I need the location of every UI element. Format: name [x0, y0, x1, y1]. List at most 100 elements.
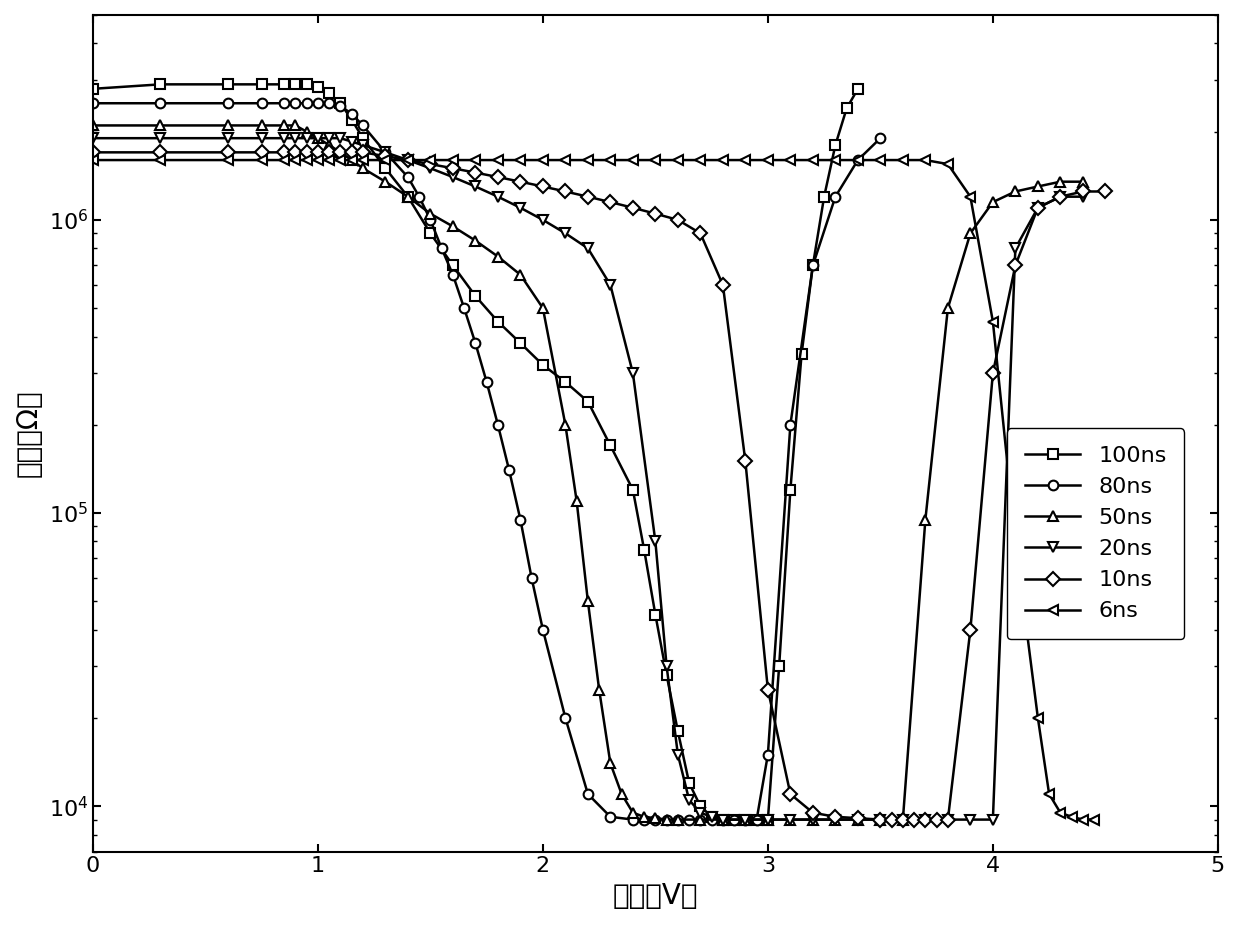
6ns [940, 158, 955, 169]
10ns [513, 176, 528, 187]
20ns [603, 279, 618, 290]
20ns [1030, 203, 1045, 214]
80ns [873, 132, 888, 143]
20ns [851, 814, 866, 825]
100ns [660, 670, 675, 681]
6ns [153, 154, 167, 166]
100ns [254, 79, 269, 90]
6ns [1064, 811, 1079, 822]
80ns [649, 814, 663, 825]
6ns [649, 154, 663, 166]
80ns [636, 814, 651, 825]
100ns [682, 777, 697, 788]
10ns [1030, 203, 1045, 214]
6ns [1008, 536, 1023, 547]
50ns [671, 814, 686, 825]
50ns [895, 814, 910, 825]
20ns [401, 154, 415, 166]
80ns [334, 100, 348, 111]
100ns [782, 485, 797, 496]
10ns [918, 814, 932, 825]
80ns [467, 338, 482, 349]
80ns [704, 814, 719, 825]
50ns [963, 228, 978, 239]
100ns [558, 376, 573, 388]
100ns [467, 290, 482, 302]
50ns [1030, 181, 1045, 192]
Line: 50ns: 50ns [88, 120, 1087, 824]
100ns [299, 79, 314, 90]
50ns [625, 808, 640, 819]
100ns [536, 360, 551, 371]
20ns [828, 814, 843, 825]
100ns [649, 610, 663, 621]
20ns [536, 215, 551, 226]
6ns [625, 154, 640, 166]
10ns [467, 167, 482, 179]
6ns [806, 154, 821, 166]
50ns [445, 221, 460, 232]
80ns [625, 814, 640, 825]
10ns [491, 171, 506, 182]
6ns [603, 154, 618, 166]
Line: 10ns: 10ns [88, 147, 1110, 824]
20ns [986, 814, 1001, 825]
50ns [603, 758, 618, 769]
50ns [86, 120, 100, 131]
100ns [817, 191, 832, 203]
10ns [445, 163, 460, 174]
100ns [445, 260, 460, 271]
6ns [782, 154, 797, 166]
50ns [782, 814, 797, 825]
80ns [456, 302, 471, 314]
50ns [378, 176, 393, 187]
6ns [254, 154, 269, 166]
100ns [704, 811, 719, 822]
6ns [513, 154, 528, 166]
10ns [715, 279, 730, 290]
80ns [760, 749, 775, 760]
10ns [1075, 186, 1090, 197]
50ns [569, 496, 584, 507]
100ns [727, 814, 742, 825]
20ns [86, 132, 100, 143]
100ns [345, 114, 360, 125]
50ns [760, 814, 775, 825]
20ns [649, 536, 663, 547]
80ns [356, 120, 371, 131]
6ns [1030, 712, 1045, 723]
20ns [356, 140, 371, 151]
80ns [502, 464, 517, 475]
20ns [1008, 242, 1023, 253]
100ns [851, 83, 866, 94]
20ns [1075, 191, 1090, 203]
20ns [782, 814, 797, 825]
20ns [254, 132, 269, 143]
50ns [693, 814, 708, 825]
80ns [806, 260, 821, 271]
80ns [558, 712, 573, 723]
6ns [401, 154, 415, 166]
80ns [345, 108, 360, 119]
80ns [479, 376, 494, 388]
20ns [153, 132, 167, 143]
50ns [828, 814, 843, 825]
6ns [356, 154, 371, 166]
100ns [334, 98, 348, 109]
10ns [986, 367, 1001, 378]
80ns [851, 154, 866, 166]
100ns [86, 83, 100, 94]
50ns [401, 191, 415, 203]
50ns [715, 814, 730, 825]
6ns [288, 154, 303, 166]
100ns [794, 348, 808, 359]
6ns [445, 154, 460, 166]
20ns [873, 814, 888, 825]
20ns [918, 814, 932, 825]
20ns [580, 242, 595, 253]
20ns [558, 228, 573, 239]
6ns [693, 154, 708, 166]
50ns [345, 154, 360, 166]
20ns [288, 132, 303, 143]
6ns [558, 154, 573, 166]
